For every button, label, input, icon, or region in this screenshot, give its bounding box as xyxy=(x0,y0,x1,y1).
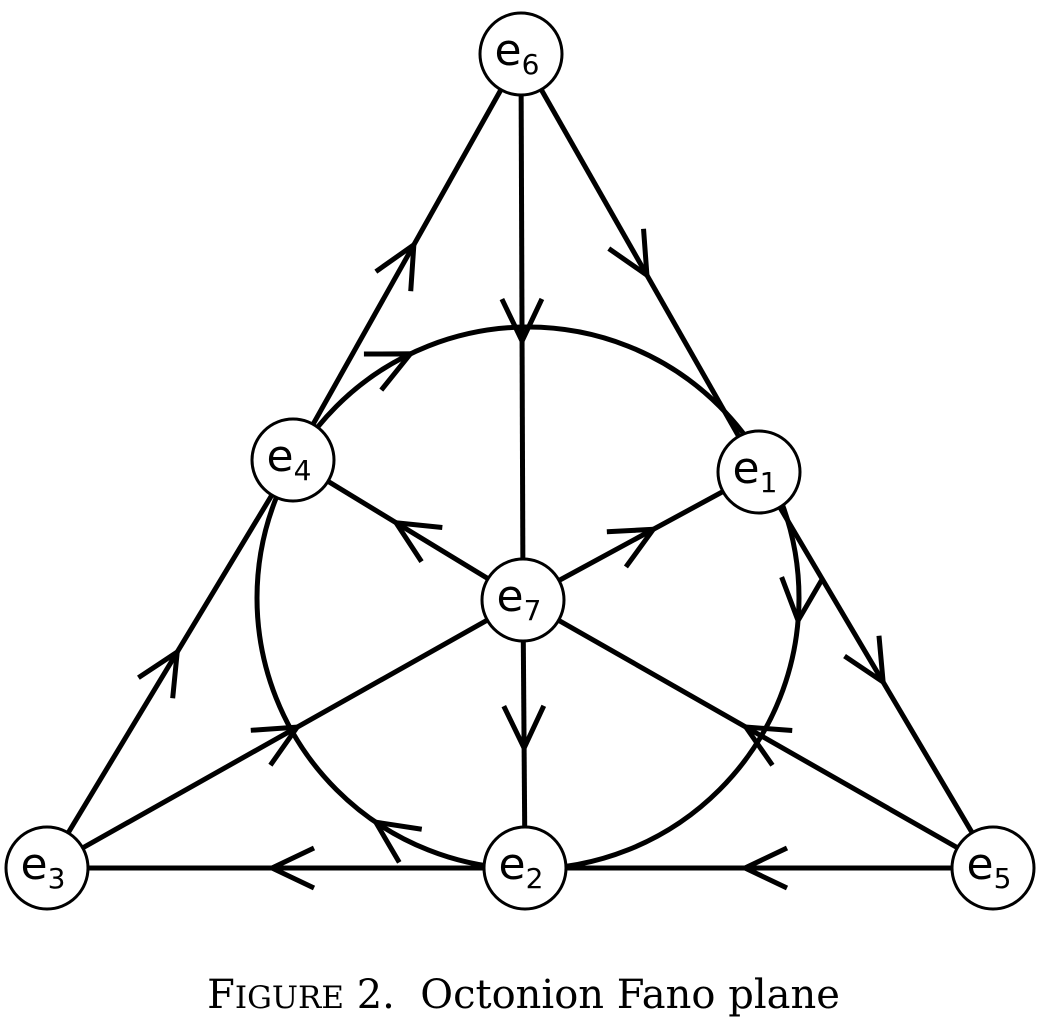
edge-e6-e1 xyxy=(518,52,762,474)
caption-label-initial: F xyxy=(207,972,235,1018)
fano-plane-diagram: e6 e4 e1 e7 e3 e2 e5 xyxy=(4,11,1036,911)
arrow-e6-e1 xyxy=(607,228,650,281)
arrow-e7-e2 xyxy=(501,704,547,754)
edge-e7-e1 xyxy=(521,469,761,603)
arrow-e3-e4 xyxy=(137,647,181,699)
arrow-e5-e2 xyxy=(739,845,789,891)
node-e7-label: e7 xyxy=(497,571,542,627)
node-e6: e6 xyxy=(478,11,564,97)
arrow-e4-e6 xyxy=(374,239,417,292)
node-e2-label: e2 xyxy=(499,839,544,895)
edge-e1-e5 xyxy=(756,470,996,870)
figure-caption: FIGURE 2. Octonion Fano plane xyxy=(0,972,1047,1018)
node-e1-circle xyxy=(716,429,802,515)
edge-e3-e4 xyxy=(44,458,296,870)
node-e5: e5 xyxy=(950,825,1036,911)
edge-e3-e7 xyxy=(45,597,525,871)
arrow-e3-e7 xyxy=(250,724,303,767)
arrow-e1-e5 xyxy=(843,635,887,688)
node-e3: e3 xyxy=(4,825,90,911)
node-e4-circle xyxy=(250,417,336,503)
node-e1: e1 xyxy=(716,429,802,515)
node-e6-circle xyxy=(478,11,564,97)
caption-label-rest: IGURE xyxy=(234,980,344,1016)
nodes-layer: e6 e4 e1 e7 e3 e2 e5 xyxy=(4,11,1036,911)
edge-e7-e4 xyxy=(291,457,525,603)
arrow-circle-e4-e1 xyxy=(363,351,416,392)
node-e2: e2 xyxy=(482,825,568,911)
edge-e4-e6 xyxy=(290,52,524,462)
caption-text: Octonion Fano plane xyxy=(420,972,840,1018)
node-e5-label: e5 xyxy=(967,839,1012,895)
arrow-circle-e2-e4 xyxy=(370,818,423,864)
node-e1-label: e1 xyxy=(733,443,778,499)
arrow-e7-e4 xyxy=(391,519,443,564)
arrow-e6-e7 xyxy=(499,297,545,347)
arrow-e7-e1 xyxy=(606,526,659,569)
node-e6-label: e6 xyxy=(495,25,540,81)
edge-e5-e7 xyxy=(521,597,995,871)
arrow-e5-e7 xyxy=(740,724,793,767)
arrow-e2-e3 xyxy=(266,845,316,891)
node-e5-circle xyxy=(950,825,1036,911)
node-e7-circle xyxy=(480,557,566,643)
arrow-circle-e1-e2 xyxy=(779,576,824,627)
node-e3-circle xyxy=(4,825,90,911)
edges-layer xyxy=(44,52,996,871)
node-e4: e4 xyxy=(250,417,336,503)
edge-e7-e2 xyxy=(520,599,528,869)
node-e7: e7 xyxy=(480,557,566,643)
caption-number: 2. xyxy=(356,972,395,1018)
node-e4-label: e4 xyxy=(267,431,312,487)
arrowheads-layer xyxy=(137,228,887,891)
node-e2-circle xyxy=(482,825,568,911)
node-e3-label: e3 xyxy=(21,839,66,895)
